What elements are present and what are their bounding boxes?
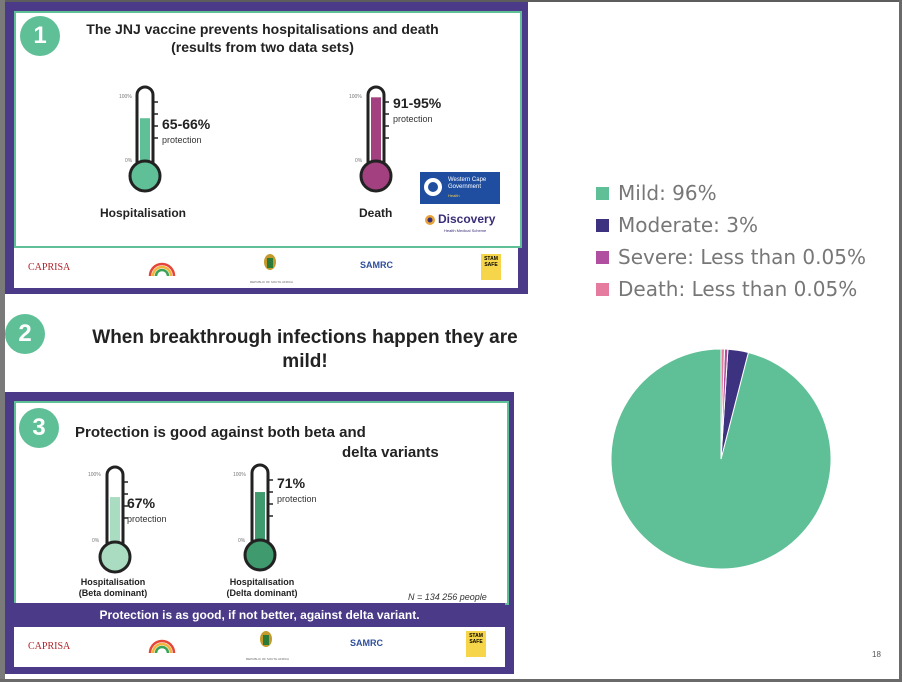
slide-1-content — [14, 11, 522, 248]
slide-1-logo-bar: CAPRISA REPUBLIC OF SOUTH AFRICA SAMRC S… — [14, 248, 518, 288]
legend-swatch-mild — [596, 186, 609, 200]
death-protection-label: protection — [393, 114, 433, 124]
frame-top-edge — [0, 0, 902, 2]
discovery-sub: Health Medical Scheme — [444, 228, 487, 233]
tick-100-delta: 100% — [233, 472, 246, 478]
tick-100-hosp: 100% — [119, 94, 132, 100]
thermometer-death-icon — [359, 85, 393, 193]
pie-legend: Mild: 96% Moderate: 3% Severe: Less than… — [596, 177, 866, 305]
slide-1-title-line-1: The JNJ vaccine prevents hospitalisation… — [86, 21, 439, 37]
legend-item-moderate: Moderate: 3% — [596, 209, 866, 241]
hospitalisation-protection-label: protection — [162, 135, 202, 145]
slide-1-title: The JNJ vaccine prevents hospitalisation… — [70, 20, 455, 56]
tick-100-beta: 100% — [88, 472, 101, 478]
stamp-logo-text: STAM SAFE — [469, 633, 483, 645]
samrc-logo: SAMRC — [360, 260, 393, 270]
page-number: 18 — [872, 650, 881, 659]
death-caption: Death — [359, 206, 393, 220]
beta-caption: Hospitalisation (Beta dominant) — [70, 577, 156, 599]
legend-swatch-moderate — [596, 218, 609, 232]
beta-protection-label: protection — [127, 514, 167, 524]
rainbow-logo-icon — [148, 262, 176, 277]
thermometer-fill — [140, 118, 150, 172]
caprisa-logo: CAPRISA — [28, 641, 71, 652]
western-cape-logo: Western Cape Government Health — [420, 172, 500, 204]
legend-label-death: Death: Less than 0.05% — [618, 277, 858, 301]
discovery-name: Discovery — [438, 212, 496, 226]
section-badge-3: 3 — [19, 408, 59, 448]
delta-protection-value: 71% — [277, 475, 306, 491]
death-protection-value: 91-95% — [393, 95, 442, 111]
delta-caption-line-2: (Delta dominant) — [226, 588, 298, 598]
beta-protection-value: 67% — [127, 495, 156, 511]
discovery-logo: Discovery Health Medical Scheme — [424, 212, 504, 234]
sample-size-note: N = 134 256 people — [408, 592, 487, 602]
stamp-logo-icon: STAM SAFE — [466, 631, 486, 657]
rainbow-logo-icon — [148, 639, 176, 654]
slide-1-title-line-2: (results from two data sets) — [171, 39, 354, 55]
coat-of-arms-icon — [264, 254, 276, 270]
legend-label-severe: Severe: Less than 0.05% — [618, 245, 866, 269]
legend-swatch-death — [596, 282, 609, 296]
caprisa-logo: CAPRISA — [28, 262, 71, 273]
frame-left-edge — [0, 0, 5, 682]
tick-100-death: 100% — [349, 94, 362, 100]
legend-item-mild: Mild: 96% — [596, 177, 866, 209]
legend-item-severe: Severe: Less than 0.05% — [596, 241, 866, 273]
coat-of-arms-icon — [260, 631, 272, 647]
slide-3-logo-bar: CAPRISA REPUBLIC OF SOUTH AFRICA SAMRC S… — [14, 627, 505, 667]
western-cape-crest-icon — [424, 178, 442, 196]
wc-line-3: Health — [448, 193, 460, 198]
severity-pie-chart — [610, 348, 832, 570]
section-badge-2: 2 — [5, 314, 45, 354]
delta-caption-line-1: Hospitalisation — [229, 577, 295, 587]
thermometer-delta-icon — [243, 463, 277, 572]
legend-label-moderate: Moderate: 3% — [618, 213, 758, 237]
wc-line-1: Western Cape — [448, 177, 487, 183]
wc-line-2: Government — [448, 184, 482, 190]
thermometer-fill — [255, 492, 265, 550]
rsa-caption: REPUBLIC OF SOUTH AFRICA — [246, 657, 290, 661]
thermometer-fill — [110, 497, 120, 552]
legend-swatch-severe — [596, 250, 609, 264]
legend-label-mild: Mild: 96% — [618, 181, 717, 205]
tick-0-beta: 0% — [92, 538, 100, 544]
tick-0-delta: 0% — [238, 538, 246, 544]
samrc-logo: SAMRC — [350, 638, 383, 648]
slide-3-title-line-2: delta variants — [342, 444, 439, 461]
thermometer-fill — [371, 97, 381, 172]
hospitalisation-protection-value: 65-66% — [162, 116, 211, 132]
frame-right-edge — [899, 0, 902, 682]
rsa-caption: REPUBLIC OF SOUTH AFRICA — [250, 280, 294, 284]
beta-caption-line-2: (Beta dominant) — [78, 588, 148, 598]
slide-2-title: When breakthrough infections happen they… — [92, 327, 518, 372]
frame-bottom-edge — [0, 679, 902, 682]
beta-caption-line-1: Hospitalisation — [80, 577, 146, 587]
stamp-logo-icon: STAM SAFE — [481, 254, 501, 280]
legend-item-death: Death: Less than 0.05% — [596, 273, 866, 305]
delta-protection-label: protection — [277, 494, 317, 504]
delta-caption: Hospitalisation (Delta dominant) — [214, 577, 310, 599]
tick-0-hosp: 0% — [125, 158, 133, 164]
hospitalisation-caption: Hospitalisation — [100, 206, 187, 220]
slide-3-title-line-1: Protection is good against both beta and — [75, 424, 366, 441]
section-badge-1: 1 — [20, 16, 60, 56]
discovery-emblem-icon — [425, 215, 435, 225]
stamp-logo-text: STAM SAFE — [484, 256, 498, 268]
thermometer-hospitalisation-icon — [128, 85, 162, 193]
tick-0-death: 0% — [355, 158, 363, 164]
slide-3-banner: Protection is as good, if not better, ag… — [14, 603, 505, 627]
thermometer-beta-icon — [98, 465, 132, 574]
slide-1-panel: CAPRISA REPUBLIC OF SOUTH AFRICA SAMRC S… — [5, 2, 528, 294]
pie-slice-death — [720, 348, 725, 460]
